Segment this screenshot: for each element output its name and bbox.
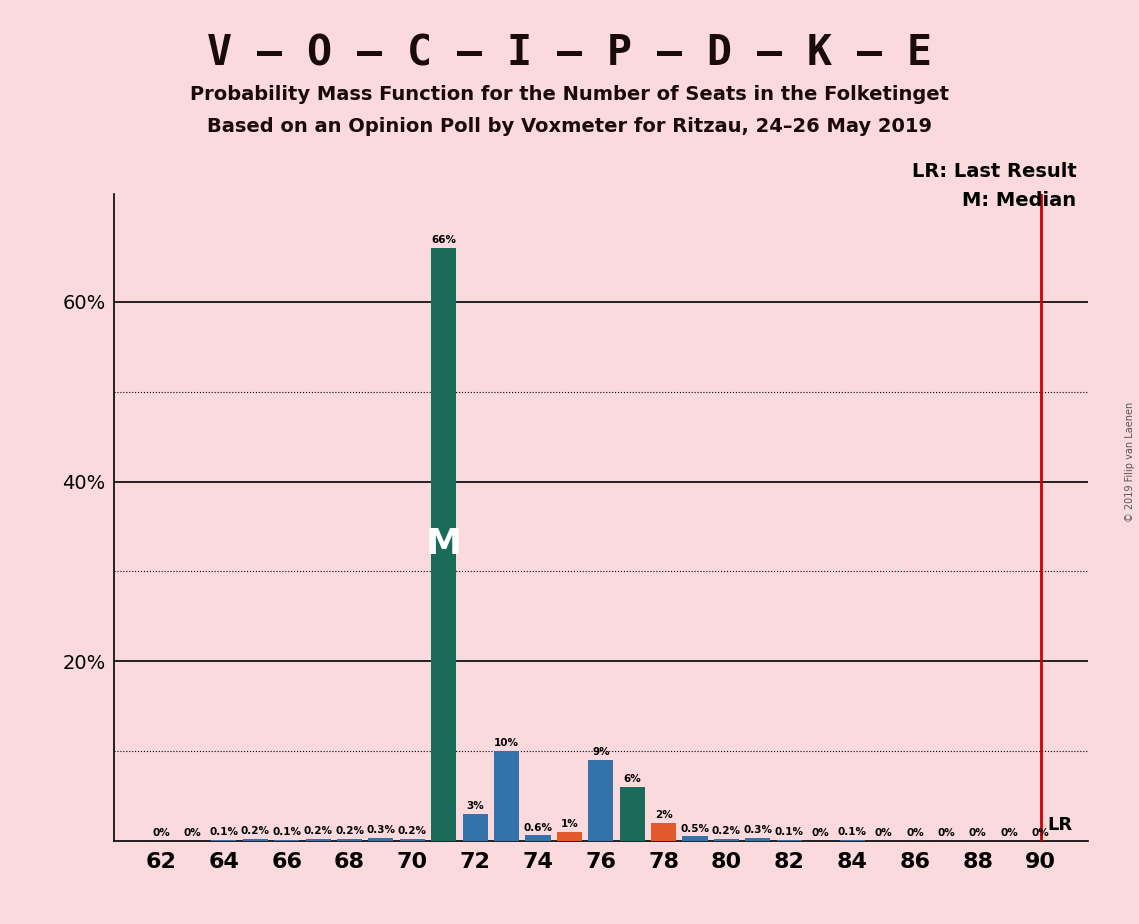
Text: 0%: 0% xyxy=(875,828,893,838)
Text: © 2019 Filip van Laenen: © 2019 Filip van Laenen xyxy=(1125,402,1134,522)
Text: 0%: 0% xyxy=(969,828,986,838)
Text: M: Median: M: Median xyxy=(962,191,1076,211)
Text: LR: LR xyxy=(1047,816,1072,833)
Text: 10%: 10% xyxy=(494,738,519,748)
Text: 0%: 0% xyxy=(812,828,829,838)
Text: M: M xyxy=(426,528,461,562)
Text: 3%: 3% xyxy=(466,801,484,811)
Text: 0.5%: 0.5% xyxy=(681,823,710,833)
Text: 0.2%: 0.2% xyxy=(240,826,270,836)
Bar xyxy=(243,839,268,841)
Text: 0%: 0% xyxy=(937,828,956,838)
Bar xyxy=(525,835,550,841)
Text: LR: Last Result: LR: Last Result xyxy=(911,162,1076,181)
Bar xyxy=(714,839,739,841)
Text: 0.6%: 0.6% xyxy=(524,822,552,833)
Bar xyxy=(588,760,614,841)
Text: 1%: 1% xyxy=(560,820,579,829)
Text: 0%: 0% xyxy=(183,828,202,838)
Bar xyxy=(494,751,519,841)
Bar xyxy=(462,814,487,841)
Bar xyxy=(432,248,457,841)
Text: 0.3%: 0.3% xyxy=(367,825,395,835)
Text: 0.1%: 0.1% xyxy=(775,827,804,837)
Text: 0.1%: 0.1% xyxy=(837,827,867,837)
Text: 6%: 6% xyxy=(623,774,641,784)
Text: 0.2%: 0.2% xyxy=(398,826,427,836)
Bar xyxy=(337,839,362,841)
Bar xyxy=(620,787,645,841)
Text: Probability Mass Function for the Number of Seats in the Folketinget: Probability Mass Function for the Number… xyxy=(190,85,949,104)
Text: 0.3%: 0.3% xyxy=(744,825,772,835)
Text: 0%: 0% xyxy=(1000,828,1018,838)
Text: 66%: 66% xyxy=(432,236,457,245)
Text: 0.2%: 0.2% xyxy=(304,826,333,836)
Text: 0.2%: 0.2% xyxy=(335,826,364,836)
Bar xyxy=(557,832,582,841)
Bar xyxy=(745,838,770,841)
Text: 0%: 0% xyxy=(153,828,170,838)
Text: V – O – C – I – P – D – K – E: V – O – C – I – P – D – K – E xyxy=(207,32,932,74)
Text: 0.2%: 0.2% xyxy=(712,826,741,836)
Text: 0%: 0% xyxy=(907,828,924,838)
Text: 0.1%: 0.1% xyxy=(272,827,301,837)
Text: 2%: 2% xyxy=(655,810,672,821)
Bar xyxy=(368,838,393,841)
Bar xyxy=(652,823,677,841)
Bar xyxy=(682,836,707,841)
Bar xyxy=(305,839,330,841)
Text: 0.1%: 0.1% xyxy=(210,827,238,837)
Text: 0%: 0% xyxy=(1032,828,1049,838)
Text: Based on an Opinion Poll by Voxmeter for Ritzau, 24–26 May 2019: Based on an Opinion Poll by Voxmeter for… xyxy=(207,117,932,137)
Bar xyxy=(400,839,425,841)
Text: 9%: 9% xyxy=(592,748,609,758)
